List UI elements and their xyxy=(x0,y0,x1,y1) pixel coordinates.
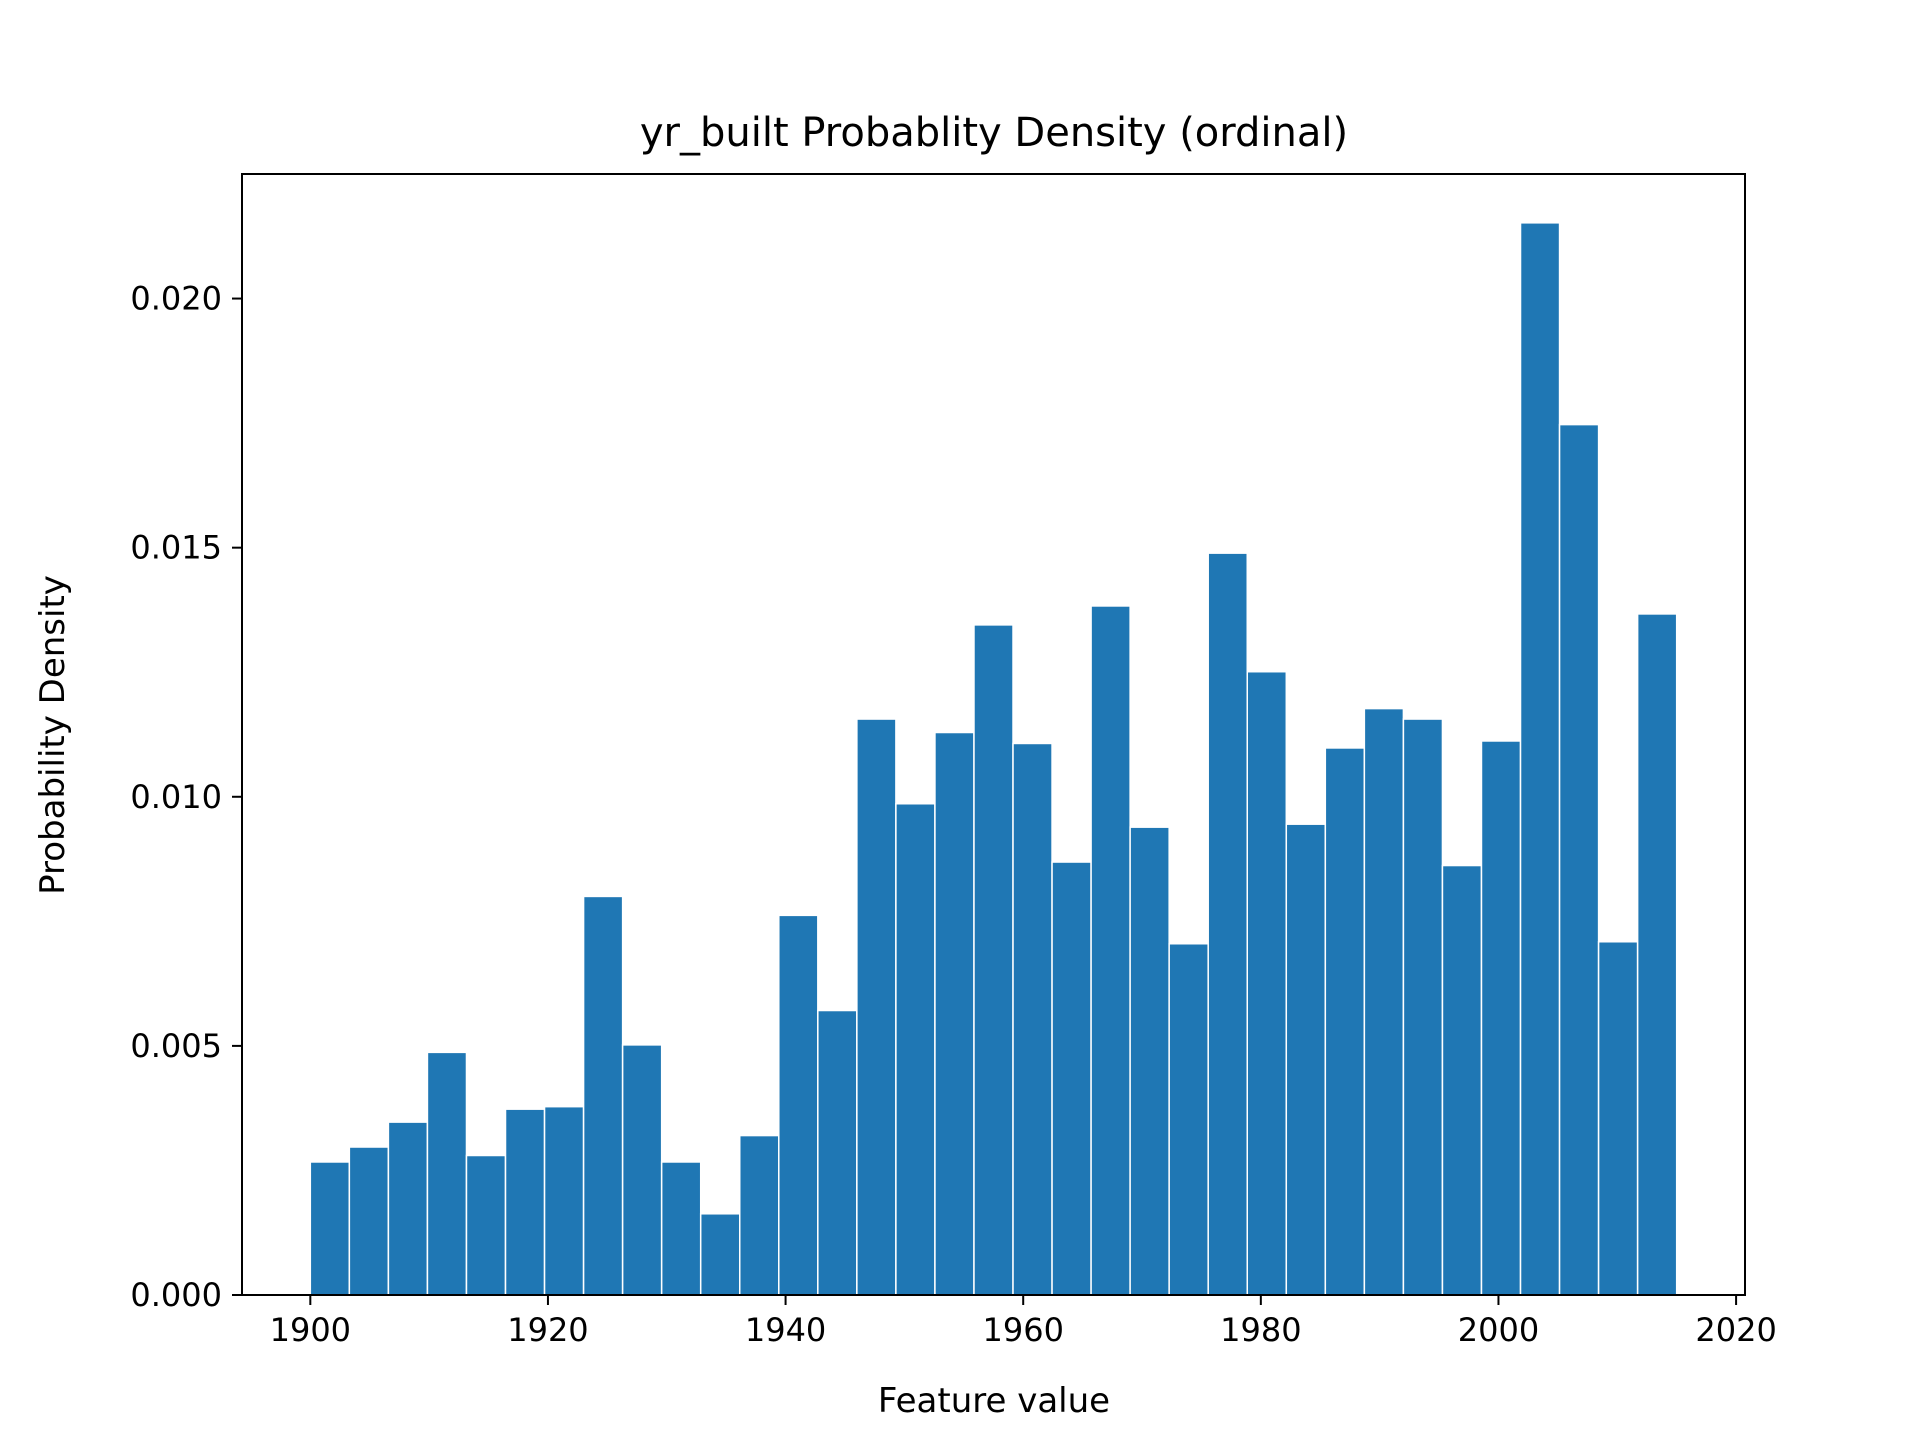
histogram-bar xyxy=(426,1051,468,1296)
x-tick-label: 1900 xyxy=(270,1311,351,1349)
histogram-bar xyxy=(973,624,1014,1296)
histogram-bar xyxy=(1051,861,1092,1296)
histogram-bar xyxy=(699,1213,741,1296)
x-tick-label: 1940 xyxy=(745,1311,826,1349)
histogram-bar xyxy=(1597,941,1639,1296)
histogram-bar xyxy=(1168,943,1209,1296)
histogram-bar xyxy=(817,1009,858,1296)
histogram-bar xyxy=(1363,707,1405,1296)
histogram-bar xyxy=(1207,552,1248,1296)
histogram-bar xyxy=(1012,742,1053,1296)
histogram-bar xyxy=(738,1134,780,1296)
histogram-bar xyxy=(856,718,897,1296)
y-tick-label: 0.010 xyxy=(130,778,222,816)
histogram-bar xyxy=(309,1161,351,1296)
y-tick-label: 0.020 xyxy=(130,280,222,318)
histogram-bar xyxy=(387,1121,429,1296)
y-axis: 0.000 0.005 0.010 0.015 0.020 xyxy=(130,280,242,1314)
x-tick-label: 1960 xyxy=(982,1311,1063,1349)
x-axis: 1900 1920 1940 1960 1980 2000 2020 xyxy=(270,1295,1777,1349)
x-tick-label: 2000 xyxy=(1458,1311,1539,1349)
x-tick-label: 1920 xyxy=(507,1311,588,1349)
histogram-bar xyxy=(621,1044,663,1296)
histogram-bar xyxy=(1324,747,1366,1296)
y-tick-label: 0.015 xyxy=(130,529,222,567)
histogram-bar xyxy=(1558,423,1600,1296)
histogram-bar xyxy=(1636,613,1678,1296)
histogram-bar xyxy=(1246,670,1288,1296)
histogram-bar xyxy=(543,1105,585,1296)
histogram-bar xyxy=(1129,826,1170,1296)
histogram-bar xyxy=(778,914,819,1296)
plot-frame xyxy=(241,173,1746,1296)
histogram-bar xyxy=(582,895,624,1296)
bars-group xyxy=(309,222,1678,1296)
histogram-bar xyxy=(465,1154,507,1296)
histogram-bar xyxy=(895,803,936,1296)
histogram-bar xyxy=(1090,605,1131,1296)
x-tick-label: 1980 xyxy=(1220,1311,1301,1349)
histogram-bar xyxy=(934,731,975,1296)
histogram-bar xyxy=(1441,864,1483,1296)
histogram-bar xyxy=(1402,718,1444,1296)
y-tick-label: 0.000 xyxy=(130,1276,222,1314)
x-tick-label: 2020 xyxy=(1695,1311,1776,1349)
histogram-bar xyxy=(660,1161,702,1296)
chart-title: yr_built Probablity Density (ordinal) xyxy=(640,110,1348,156)
histogram-bar xyxy=(1285,823,1327,1296)
histogram-bar xyxy=(1519,222,1561,1296)
histogram-bar xyxy=(1480,740,1522,1296)
histogram-bar xyxy=(504,1108,546,1296)
histogram-bar xyxy=(348,1146,390,1296)
y-axis-label: Probability Density xyxy=(33,575,73,895)
x-axis-label: Feature value xyxy=(878,1381,1110,1421)
y-tick-label: 0.005 xyxy=(130,1027,222,1065)
